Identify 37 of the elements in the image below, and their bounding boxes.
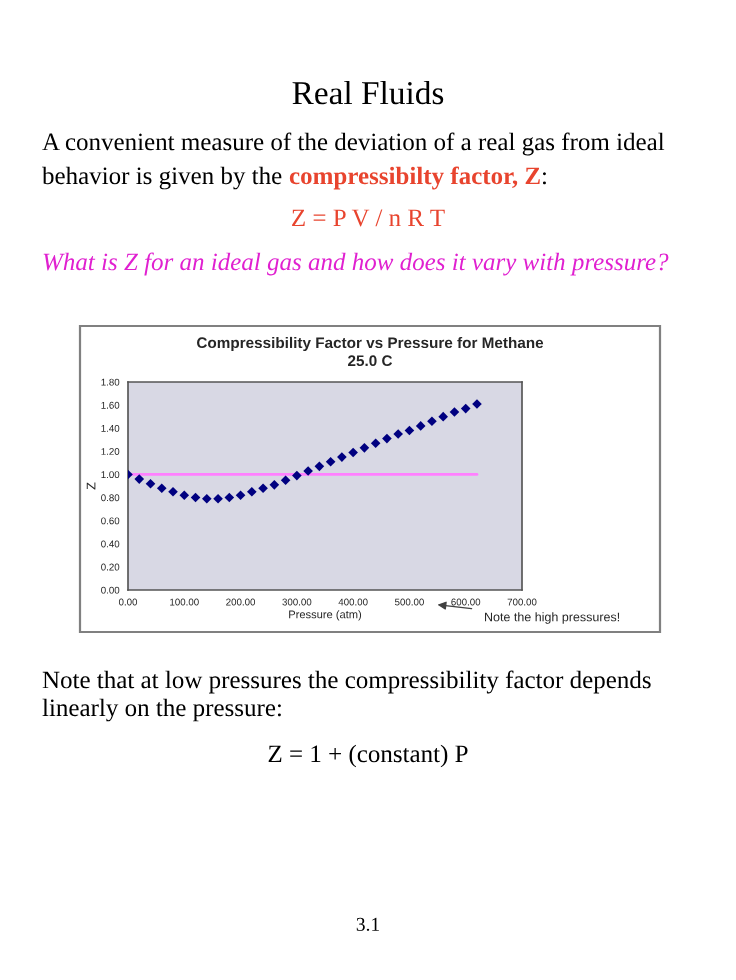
point xyxy=(168,486,178,497)
point xyxy=(382,433,392,444)
point xyxy=(325,456,336,467)
text: What is Z for an ideal gas and how does it vary with pressure? xyxy=(43,252,669,276)
text: Z = P V / n R T xyxy=(292,209,445,227)
point xyxy=(247,486,257,497)
point xyxy=(460,403,471,414)
point xyxy=(348,447,358,458)
point xyxy=(201,493,212,504)
point xyxy=(438,411,449,422)
text: Z = 1 + (constant) P xyxy=(268,744,468,768)
point xyxy=(359,443,370,453)
point xyxy=(449,407,460,417)
text: linearly on the pressure: xyxy=(42,698,281,722)
text: A convenient measure of the deviation of a real gas from ideal xyxy=(42,132,665,156)
text: : xyxy=(542,172,546,185)
text: Real Fluids xyxy=(292,80,444,105)
point xyxy=(269,480,280,490)
point xyxy=(337,452,347,462)
point xyxy=(179,490,190,501)
point xyxy=(213,493,223,504)
text: behavior is given by the xyxy=(42,166,282,190)
text: 3.1 xyxy=(356,917,379,931)
point xyxy=(258,483,268,494)
text: compressibilty factor, Z xyxy=(289,166,540,190)
point xyxy=(280,475,291,486)
point xyxy=(370,438,381,449)
point xyxy=(134,474,145,484)
point xyxy=(427,416,437,427)
point xyxy=(145,478,156,489)
point xyxy=(156,483,167,494)
point xyxy=(314,461,325,472)
point xyxy=(224,492,235,503)
point xyxy=(415,421,426,431)
text: Note that at low pressures the compressibility factor depends xyxy=(42,670,651,694)
point xyxy=(235,490,246,501)
point xyxy=(292,470,302,481)
